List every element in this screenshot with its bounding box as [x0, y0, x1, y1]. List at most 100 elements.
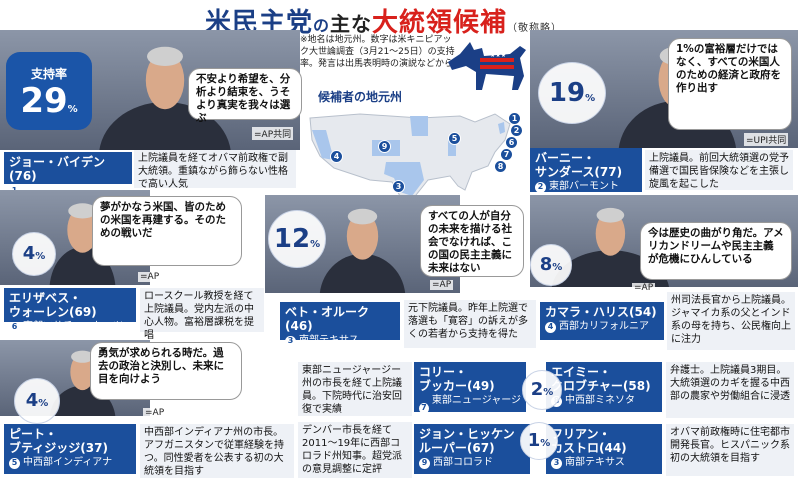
support-badge: 19%: [538, 62, 606, 124]
candidate-name: ブティジッジ(37): [9, 441, 108, 455]
support-value: 4: [22, 243, 36, 264]
candidate-name: ベト・オルーク(46): [285, 305, 370, 333]
support-value: 1: [527, 430, 541, 451]
quote-bubble: 今は歴史の曲がり角だ。アメリカンドリームや民主主義が危機にひんしている: [640, 222, 792, 280]
support-value: 4: [25, 390, 39, 411]
state-row: 5 中西部インディアナ: [9, 456, 131, 470]
state-row: 2 東部バーモント: [535, 180, 637, 194]
title: 米民主党の主な大統領候補（敬称略）: [205, 2, 562, 39]
support-badge: 4%: [14, 378, 60, 424]
candidate-name: ジョー・バイデン(76): [9, 155, 106, 183]
state-number: 7: [419, 402, 429, 414]
title-part: の: [313, 16, 331, 35]
quote-bubble: 勇気が求められる時だ。過去の政治と決別し、未来に目を向けよう: [90, 342, 242, 400]
candidate-name: ジョン・ヒッケン: [419, 427, 515, 441]
bio: 州司法長官から上院議員。ジャマイカ系の父とインド系の母を持ち、公民権向上に注力: [667, 292, 795, 350]
title-part: 主な: [330, 12, 373, 36]
bio: 上院議員。前回大統領選の党予備選で国民皆保険などを主張し旋風を起こした: [645, 150, 793, 190]
support-label: 支持率: [30, 66, 67, 81]
title-part: 大統領候補: [372, 8, 508, 38]
support-value: 29: [20, 80, 68, 121]
map-marker: 8: [494, 160, 507, 173]
photo-credit: =AP: [632, 283, 656, 293]
support-value: 8: [539, 254, 553, 275]
state-number: 3: [285, 335, 296, 347]
bio: 上院議員を経てオバマ前政権で副大統領。重鎮ながら飾らない性格で高い人気: [134, 150, 296, 190]
map-title: 候補者の地元州: [318, 90, 403, 104]
photo-credit: =AP: [143, 408, 167, 418]
map-marker: 7: [500, 148, 513, 161]
home-state: 南部テキサス: [299, 335, 359, 346]
candidate-name: エイミー・: [551, 365, 612, 379]
state-row: 3 南部テキサス: [551, 456, 657, 470]
candidate-name: コリー・: [419, 365, 468, 379]
state-row: 7 東部ニュージャージー: [419, 394, 521, 422]
quote-bubble: 不安より希望を、分析より結束を、うそより真実を我々は選ぶ: [188, 68, 302, 124]
support-row: 29%: [20, 84, 77, 118]
support-unit: %: [35, 251, 46, 262]
quote-bubble: 夢がかなう米国、皆のための米国を再建する。そのための戦いだ: [92, 196, 242, 266]
name-box: コリー・ ブッカー(49) 7 東部ニュージャージー: [414, 362, 526, 420]
state-number: 5: [9, 457, 20, 469]
candidate-name: バーニー・: [535, 151, 596, 165]
state-row: 8中西部ミネソタ: [551, 394, 657, 408]
name-box: カマラ・ハリス(54) 4 西部カリフォルニア: [540, 302, 664, 340]
name-box: フリアン・ カストロ(44) 3 南部テキサス: [546, 424, 662, 474]
map-marker: 2: [510, 124, 523, 137]
home-state: 西部コロラド: [433, 457, 493, 468]
home-state: 中西部インディアナ: [23, 457, 113, 468]
map-marker: 6: [505, 136, 518, 149]
support-badge: 1%: [520, 422, 558, 460]
home-state: 東部マサチューセッツ: [23, 321, 123, 332]
support-value: 2: [530, 379, 544, 400]
map-marker: 9: [378, 140, 391, 153]
support-row: 1%: [528, 432, 551, 450]
candidate-name: エリザベス・: [9, 291, 82, 305]
candidate-name: ルーパー(67): [419, 441, 495, 455]
support-row: 4%: [23, 245, 46, 263]
home-state: 東部バーモント: [549, 181, 619, 192]
support-row: 8%: [540, 256, 563, 274]
quote-bubble: すべての人が自分の未来を描ける社会でなければ、この国の民主主義に未来はない: [420, 205, 524, 277]
support-badge: 2%: [522, 370, 562, 410]
support-value: 12: [273, 224, 311, 254]
photo-credit: =AP: [430, 280, 454, 290]
support-row: 2%: [531, 381, 554, 399]
svg-text:★★★: ★★★: [490, 52, 506, 59]
photo-credit: =AP共同: [252, 127, 294, 140]
map-marker: 1: [508, 112, 521, 125]
support-unit: %: [38, 398, 49, 409]
support-badge: 4%: [12, 232, 56, 276]
bio: 弁護士。上院議員3期目。大統領選のカギを握る中西部の農家や労働組合に浸透: [666, 362, 794, 418]
state-row: 9 西部コロラド: [419, 456, 525, 470]
name-box: ジョン・ヒッケン ルーパー(67) 9 西部コロラド: [414, 424, 530, 474]
bio: 中西部インディアナ州の市長。アフガニスタンで従軍経験を持つ。同性愛者を公表する初…: [140, 424, 294, 478]
name-box: エイミー・クロブチャー(58)8中西部ミネソタ: [546, 362, 662, 412]
title-part: （敬称略）: [507, 23, 563, 34]
map-marker: 4: [330, 150, 343, 163]
map-marker: 5: [448, 132, 461, 145]
candidate-name: ウォーレン(69): [9, 305, 97, 319]
support-unit: %: [552, 262, 563, 273]
support-unit: %: [310, 239, 321, 250]
bio: 東部ニュージャージー州の市長を経て上院議員。下院時代に治安回復で実績: [298, 362, 412, 416]
state-number: 9: [419, 457, 430, 469]
name-box: ジョー・バイデン(76)1東部デラウェア: [4, 152, 132, 197]
support-row: 19%: [549, 80, 595, 106]
note: ※地名は地元州。数字は米キニピアック大世論調査（3月21～25日）の支持率。発言…: [300, 35, 455, 69]
candidate-name: サンダース(77): [535, 165, 623, 179]
state-number: 6: [9, 321, 20, 333]
candidate-name: カマラ・ハリス(54): [545, 305, 657, 319]
home-state: 南部テキサス: [565, 457, 625, 468]
home-state: 東部ニュージャージー: [431, 395, 521, 420]
bio: 元下院議員。昨年上院選で落選も「寛容」の訴えが多くの若者から支持を得た: [404, 300, 536, 348]
state-row: 4 西部カリフォルニア: [545, 320, 659, 334]
candidate-name: ブッカー(49): [419, 379, 495, 393]
bio: オバマ前政権時に住宅都市開発長官。ヒスパニック系初の大統領を目指す: [666, 424, 794, 476]
support-badge: 支持率 29%: [6, 52, 92, 130]
bio: デンバー市長を経て2011～19年に西部コロラド州知事。超党派の意見調整に定評: [298, 422, 412, 478]
support-unit: %: [540, 438, 551, 449]
candidate-name: クロブチャー(58): [551, 379, 651, 393]
state-number: 4: [545, 321, 556, 333]
